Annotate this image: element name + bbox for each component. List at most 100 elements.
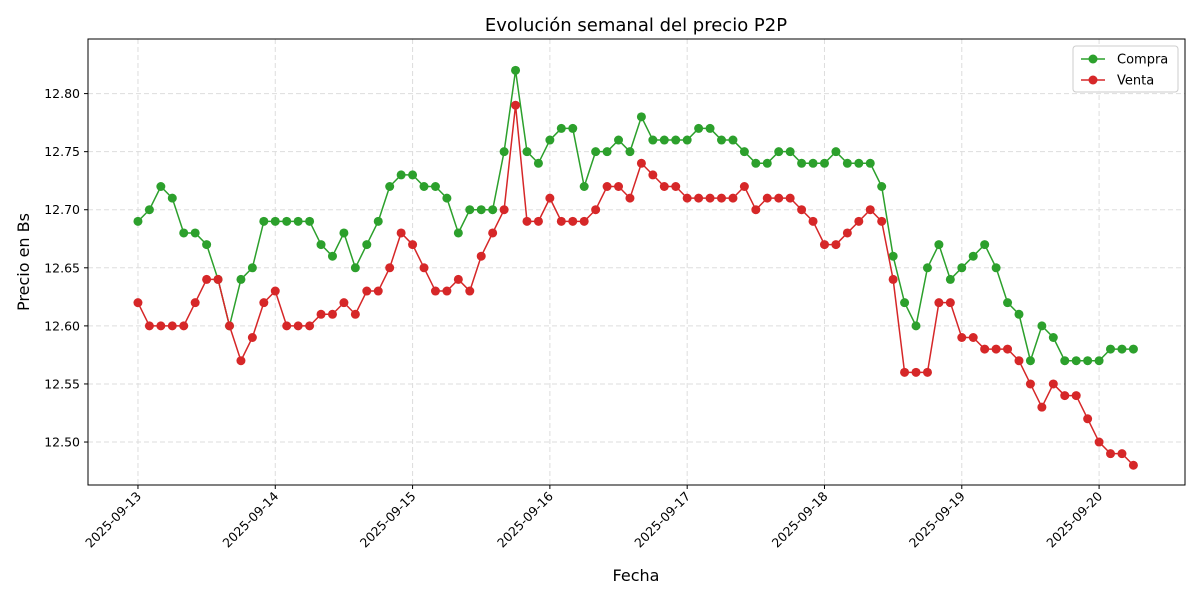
data-point (511, 100, 521, 110)
data-point (819, 240, 829, 250)
data-point (179, 321, 189, 331)
data-point (362, 286, 372, 296)
data-point (728, 135, 738, 145)
y-tick-label: 12.65 (44, 260, 80, 275)
data-point (831, 147, 841, 157)
data-point (533, 216, 543, 226)
data-point (327, 309, 337, 319)
data-point (579, 216, 589, 226)
data-point (476, 251, 486, 261)
data-point (327, 251, 337, 261)
data-point (774, 147, 784, 157)
data-point (717, 135, 727, 145)
x-tick-label: 2025-09-14 (219, 488, 281, 550)
data-point (785, 147, 795, 157)
y-tick-label: 12.80 (44, 86, 80, 101)
data-point (1060, 356, 1070, 366)
data-point (545, 135, 555, 145)
data-point (1025, 379, 1035, 389)
data-point (499, 205, 509, 215)
data-point (305, 321, 315, 331)
data-point (636, 158, 646, 168)
data-point (190, 228, 200, 238)
data-point (739, 182, 749, 192)
data-point (774, 193, 784, 203)
data-point (419, 182, 429, 192)
y-axis: 12.50 12.55 12.60 12.65 12.70 12.75 12.80 (44, 86, 88, 450)
data-point (488, 205, 498, 215)
data-point (408, 240, 418, 250)
data-point (373, 216, 383, 226)
data-point (202, 240, 212, 250)
data-point (556, 123, 566, 133)
legend-marker-compra (1088, 54, 1098, 64)
data-point (648, 135, 658, 145)
y-axis-label: Precio en Bs (14, 213, 33, 311)
data-point (751, 158, 761, 168)
data-point (144, 321, 154, 331)
data-point (282, 321, 292, 331)
data-point (568, 216, 578, 226)
series-line-venta (137, 105, 1134, 466)
data-point (167, 193, 177, 203)
data-point (728, 193, 738, 203)
data-point (247, 263, 257, 273)
data-point (533, 158, 543, 168)
data-point (877, 216, 887, 226)
data-point (911, 367, 921, 377)
x-axis-label: Fecha (613, 566, 660, 585)
data-point (739, 147, 749, 157)
data-point (339, 228, 349, 238)
data-point (705, 123, 715, 133)
data-point (694, 193, 704, 203)
data-point (385, 182, 395, 192)
data-point (865, 158, 875, 168)
legend: Compra Venta (1072, 45, 1179, 93)
data-point (270, 216, 280, 226)
data-point (842, 228, 852, 238)
data-point (1128, 460, 1138, 470)
data-point (705, 193, 715, 203)
data-point (1117, 344, 1127, 354)
data-point (465, 286, 475, 296)
data-point (922, 367, 932, 377)
data-point (957, 263, 967, 273)
series-layer (133, 65, 1138, 470)
data-point (236, 274, 246, 284)
data-point (1071, 391, 1081, 401)
data-point (717, 193, 727, 203)
data-point (842, 158, 852, 168)
x-tick-label: 2025-09-15 (357, 489, 419, 551)
data-point (785, 193, 795, 203)
data-point (671, 135, 681, 145)
x-tick-label: 2025-09-17 (631, 489, 693, 551)
data-point (1025, 356, 1035, 366)
data-point (877, 182, 887, 192)
data-point (751, 205, 761, 215)
series-line-compra (137, 70, 1134, 364)
data-point (270, 286, 280, 296)
data-point (396, 170, 406, 180)
data-point (167, 321, 177, 331)
data-point (224, 321, 234, 331)
x-tick-label: 2025-09-16 (494, 488, 556, 550)
data-point (465, 205, 475, 215)
data-point (316, 240, 326, 250)
data-point (900, 367, 910, 377)
chart-title: Evolución semanal del precio P2P (485, 15, 787, 36)
data-point (1117, 449, 1127, 459)
series-venta (133, 100, 1138, 470)
data-point (1106, 344, 1116, 354)
data-point (396, 228, 406, 238)
data-point (945, 274, 955, 284)
data-point (991, 263, 1001, 273)
data-point (614, 182, 624, 192)
data-point (911, 321, 921, 331)
legend-marker-venta (1088, 75, 1098, 85)
y-tick-label: 12.50 (44, 435, 80, 450)
y-tick-label: 12.75 (44, 144, 80, 159)
data-point (442, 193, 452, 203)
data-point (476, 205, 486, 215)
plot-frame (87, 38, 1186, 486)
